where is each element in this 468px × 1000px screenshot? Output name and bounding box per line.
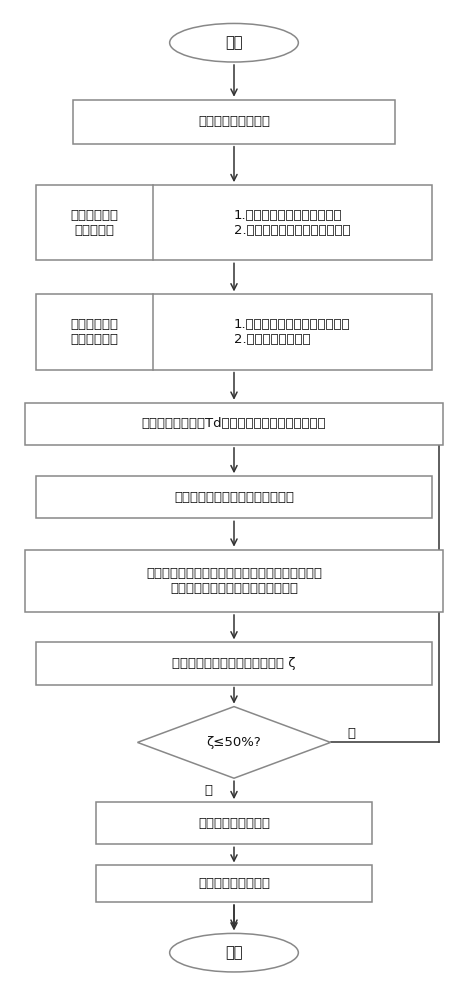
- FancyBboxPatch shape: [37, 642, 431, 685]
- Text: 主驱动电机参
数匹配计算: 主驱动电机参 数匹配计算: [71, 209, 119, 237]
- FancyBboxPatch shape: [25, 403, 443, 445]
- Text: 轴承、润滑系统设计: 轴承、润滑系统设计: [198, 817, 270, 830]
- FancyBboxPatch shape: [73, 100, 395, 144]
- Text: 否: 否: [347, 727, 355, 740]
- Text: 1.计算圆柱齿轮主减速器速比；
2.分配主减速器速比: 1.计算圆柱齿轮主减速器速比； 2.分配主减速器速比: [234, 318, 351, 346]
- Polygon shape: [138, 707, 330, 778]
- Text: ζ≤50%?: ζ≤50%?: [207, 736, 261, 749]
- FancyBboxPatch shape: [25, 550, 443, 612]
- Text: 调用转矩定向分配器参数设计流程: 调用转矩定向分配器参数设计流程: [174, 491, 294, 504]
- Text: 根据现有机械轴齿设计方法完成转矩定向分配电动
驱动桥所有轮系轴齿及其他系统设计: 根据现有机械轴齿设计方法完成转矩定向分配电动 驱动桥所有轮系轴齿及其他系统设计: [146, 567, 322, 595]
- Text: 开始: 开始: [225, 35, 243, 50]
- Text: 按公式计算径向尺寸一致性因子 ζ: 按公式计算径向尺寸一致性因子 ζ: [172, 657, 296, 670]
- FancyBboxPatch shape: [37, 476, 431, 518]
- Ellipse shape: [169, 23, 299, 62]
- FancyBboxPatch shape: [37, 294, 431, 370]
- Ellipse shape: [169, 933, 299, 972]
- Text: 输入整车动力性指标: 输入整车动力性指标: [198, 115, 270, 128]
- Text: 是: 是: [205, 784, 213, 797]
- Text: 1.计算主驱动电机峰值功率；
2.结合部件资源初选主驱动电机: 1.计算主驱动电机峰值功率； 2.结合部件资源初选主驱动电机: [234, 209, 351, 237]
- FancyBboxPatch shape: [37, 185, 431, 260]
- Text: 圆柱齿轮主减
速器速比设计: 圆柱齿轮主减 速器速比设计: [71, 318, 119, 346]
- FancyBboxPatch shape: [96, 802, 372, 844]
- Text: 结束: 结束: [225, 945, 243, 960]
- Text: 壳体强度、散热设计: 壳体强度、散热设计: [198, 877, 270, 890]
- FancyBboxPatch shape: [96, 865, 372, 902]
- Text: 根据最大输入转矩Td进行圆锥齿轮差速器参数设计: 根据最大输入转矩Td进行圆锥齿轮差速器参数设计: [142, 417, 326, 430]
